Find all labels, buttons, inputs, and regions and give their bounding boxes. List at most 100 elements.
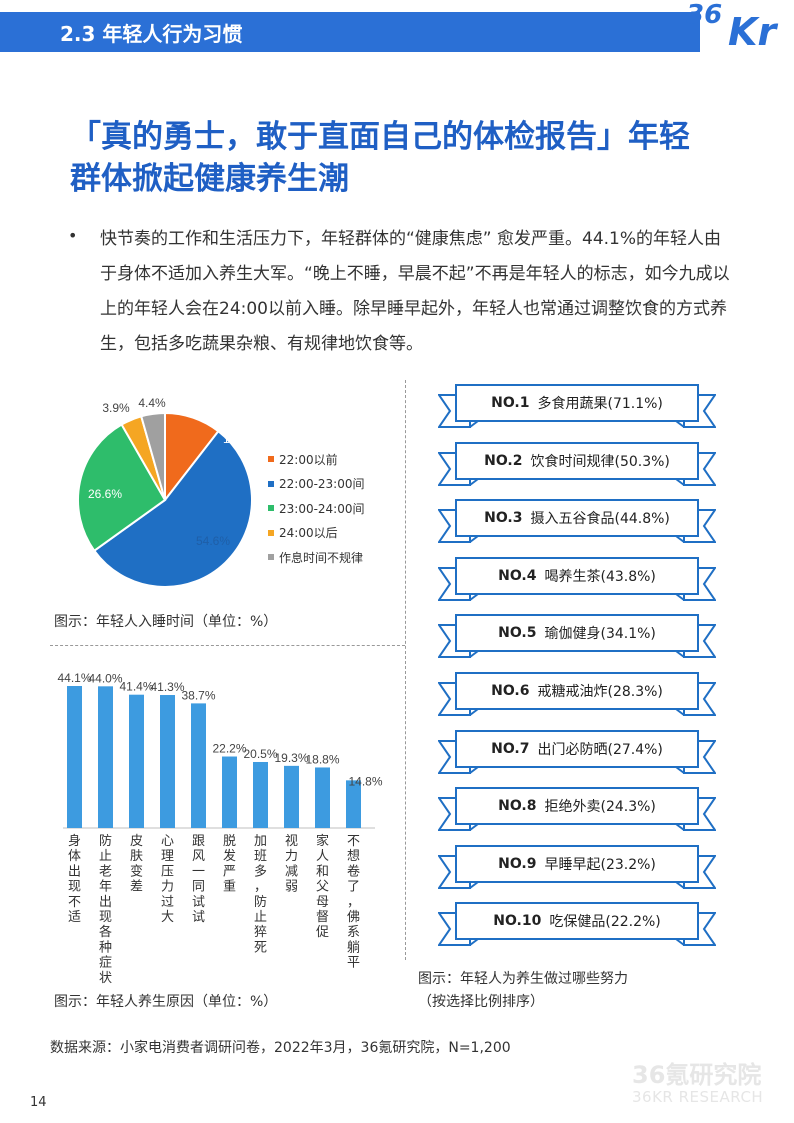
data-source: 数据来源：小家电消费者调研问卷，2022年3月，36氪研究院，N=1,200 <box>50 1040 511 1056</box>
logo-kr: Kr <box>728 10 777 54</box>
health-reasons-bar-chart: 44.1% 身体出现不适 44.0% 防止老年出现各种症状 41.4% 皮肤变差 41.3%… <box>57 671 382 985</box>
ranking-number: NO.7 <box>491 740 530 757</box>
ranking-item: NO.2 饮食时间规律(50.3%) <box>438 441 716 489</box>
ranking-number: NO.8 <box>498 798 537 815</box>
pie-value-label: 54.6% <box>196 534 230 548</box>
legend-label: 24:00以后 <box>279 526 338 541</box>
bar <box>315 767 330 828</box>
bar-category-label: 跟风一同试试 <box>192 834 205 925</box>
pie-value-label: 3.9% <box>102 401 130 415</box>
legend-label: 22:00-23:00间 <box>279 477 365 492</box>
ranking-number: NO.9 <box>498 855 537 872</box>
section-title: 2.3 年轻人行为习惯 <box>60 22 243 46</box>
ranking-item: NO.1 多食用蔬果(71.1%) <box>438 383 716 431</box>
bar <box>346 780 361 828</box>
ranking-item: NO.5 瑜伽健身(34.1%) <box>438 613 716 661</box>
legend-swatch <box>268 456 274 463</box>
bar-category-label: 视力减弱 <box>285 834 298 895</box>
headline: 「真的勇士，敢于直面自己的体检报告」年轻 群体掀起健康养生潮 <box>70 116 730 200</box>
ranking-label: 瑜伽健身(34.1%) <box>544 626 656 643</box>
bar-category-label: 加班多，防止猝死 <box>254 834 267 955</box>
pie-value-label: 4.4% <box>138 396 166 410</box>
watermark-cn: 36氪研究院 <box>632 1061 762 1089</box>
bar <box>191 703 206 828</box>
vertical-divider <box>405 380 406 960</box>
ranking-label: 戒糖戒油炸(28.3%) <box>537 684 663 700</box>
bar-category-label: 脱发严重 <box>223 834 236 895</box>
ribbon-banner-icon <box>438 844 716 889</box>
ribbon-banner-icon <box>438 902 716 947</box>
bar-value-label: 41.4% <box>119 680 153 694</box>
ranking-item: NO.6 戒糖戒油炸(28.3%) <box>438 671 716 719</box>
ranking-item: NO.8 拒绝外卖(24.3%) <box>438 786 716 834</box>
ranking-label: 饮食时间规律(50.3%) <box>530 453 670 470</box>
ranking-number: NO.2 <box>484 452 523 469</box>
bar <box>67 686 82 828</box>
ranking-label: 喝养生茶(43.8%) <box>544 568 656 585</box>
bar-value-label: 44.1% <box>57 671 91 685</box>
ranking-caption-line-2: （按选择比例排序） <box>418 994 544 1010</box>
legend-label: 23:00-24:00间 <box>279 501 365 516</box>
ranking-number: NO.3 <box>484 510 523 527</box>
pie-slice <box>77 423 167 553</box>
ribbon-banner-icon <box>438 384 716 428</box>
ranking-number: NO.6 <box>491 683 530 699</box>
legend-item: 22:00以前 <box>268 447 365 472</box>
ranking-caption-line-1: 图示：年轻人为养生做过哪些努力 <box>418 971 628 987</box>
headline-line-2: 群体掀起健康养生潮 <box>70 161 349 197</box>
bar-value-label: 14.8% <box>348 774 382 788</box>
bar-category-label: 身体出现不适 <box>68 833 81 925</box>
ribbon-banner-icon <box>438 556 716 601</box>
ranking-number: NO.5 <box>498 625 537 642</box>
bar <box>222 756 237 828</box>
ribbon-banner-icon <box>438 729 716 774</box>
ribbon-banner-icon <box>438 441 716 486</box>
bar-category-label: 家人和父母督促 <box>316 833 329 940</box>
legend-swatch <box>268 505 274 512</box>
ranking-item: NO.3 摄入五谷食品(44.8%) <box>438 498 716 546</box>
bar <box>129 694 144 828</box>
ribbon-banner-icon <box>438 499 716 544</box>
bar <box>284 765 299 828</box>
ranking-number: NO.1 <box>491 395 530 411</box>
bar <box>253 761 268 828</box>
ranking-number: NO.4 <box>498 567 537 584</box>
intro-paragraph: 快节奏的工作和生活压力下，年轻群体的“健康焦虑” 愈发严重。44.1%的年轻人由… <box>100 229 730 354</box>
ranking-item: NO.9 早睡早起(23.2%) <box>438 844 716 892</box>
logo-36: 36 <box>686 0 723 30</box>
bar-caption: 图示：年轻人养生原因（单位：%） <box>54 994 278 1010</box>
pie-legend: 22:00以前 22:00-23:00间 23:00-24:00间 24:00以后作息… <box>268 447 365 570</box>
ranking-label: 出门必防晒(27.4%) <box>537 741 663 758</box>
bar-value-label: 18.8% <box>305 752 339 766</box>
legend-label: 作息时间不规律 <box>279 550 364 565</box>
legend-item: 作息时间不规律 <box>268 545 365 570</box>
ranking-label: 摄入五谷食品(44.8%) <box>530 511 670 528</box>
bar-category-label: 不想卷了，佛系躺平 <box>347 834 360 971</box>
legend-item: 24:00以后 <box>268 521 365 546</box>
legend-item: 22:00-23:00间 <box>268 472 365 497</box>
ribbon-banner-icon <box>438 787 716 832</box>
bar-value-label: 41.3% <box>150 680 184 694</box>
ranking-label: 拒绝外卖(24.3%) <box>544 799 656 816</box>
bar-value-label: 22.2% <box>212 742 246 756</box>
bar-value-label: 20.5% <box>243 747 277 761</box>
horizontal-divider <box>50 645 405 646</box>
ranking-label: 吃保健品(22.2%) <box>549 914 661 931</box>
pie-value-label: 10.5% <box>223 432 257 446</box>
legend-swatch <box>268 529 274 536</box>
pie-slice <box>140 411 166 501</box>
legend-swatch <box>268 554 274 561</box>
pie-slice <box>92 429 253 588</box>
bar-value-label: 44.0% <box>88 671 122 685</box>
bar-value-label: 19.3% <box>274 751 308 765</box>
page-number: 14 <box>30 1095 47 1110</box>
ranking-label: 多食用蔬果(71.1%) <box>537 396 663 412</box>
bar-category-label: 皮肤变差 <box>130 834 143 895</box>
ranking-item: NO.4 喝养生茶(43.8%) <box>438 556 716 604</box>
36kr-logo: 36 Kr <box>684 0 794 54</box>
sleep-time-pie-chart: 10.5% 54.6% 26.6% 3.9% 4.4% <box>77 396 257 588</box>
section-header-bar: 2.3 年轻人行为习惯 <box>0 12 700 52</box>
pie-value-label: 26.6% <box>88 487 122 501</box>
bar <box>98 686 113 828</box>
bar-category-label: 防止老年出现各种症状 <box>99 833 112 985</box>
